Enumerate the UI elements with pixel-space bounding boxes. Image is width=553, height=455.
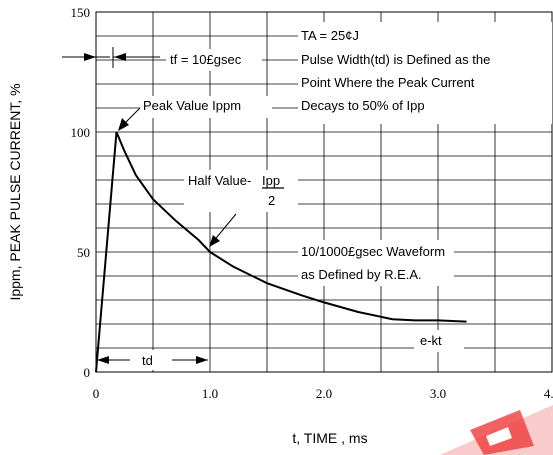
- x-tick-label: 4.0: [544, 386, 553, 401]
- y-tick-label: 150: [71, 5, 91, 20]
- plot-frame: [95, 11, 553, 373]
- ekt-label-background: [414, 330, 464, 352]
- half-value-ipp: Ipp: [262, 173, 280, 188]
- half-value-denominator: 2: [268, 193, 275, 208]
- td-marker: [97, 356, 208, 364]
- ekt-label: e-kt: [420, 333, 442, 348]
- x-tick-label: 2.0: [316, 386, 332, 401]
- y-tick-label: 0: [84, 365, 91, 380]
- half-arrow: [209, 213, 237, 247]
- waveform-label-background: [298, 240, 454, 286]
- half-value-label: Half Value-: [188, 173, 251, 188]
- y-axis-label: Ippm, PEAK PULSE CURRENT, %: [7, 83, 23, 300]
- tf-label-background: [166, 49, 262, 71]
- pulse-width-note-line-2: Point Where the Peak Current: [301, 75, 475, 90]
- y-tick-label: 100: [71, 125, 91, 140]
- ta-note: TA = 25¢J: [301, 28, 359, 43]
- y-tick-labels: 0 50 100 150: [71, 5, 91, 380]
- x-tick-label: 0: [93, 386, 100, 401]
- pulse-width-note-line-3: Decays to 50% of Ipp: [301, 98, 425, 113]
- watermark: [440, 405, 553, 455]
- x-tick-labels: 0 1.0 2.0 3.0 4.0: [93, 386, 553, 401]
- td-label-background: [132, 350, 170, 370]
- waveform-label-line-1: 10/1000£gsec Waveform: [301, 244, 445, 259]
- peak-label: Peak Value Ippm: [143, 98, 241, 113]
- tf-label: tf = 10£gsec: [170, 52, 242, 67]
- td-label: td: [142, 353, 153, 368]
- peak-label-background: [140, 96, 272, 118]
- tf-marker: [62, 47, 160, 68]
- series-line: [95, 131, 467, 373]
- pulse-width-note-line-1: Pulse Width(td) is Defined as the: [301, 52, 490, 67]
- x-tick-label: 1.0: [202, 386, 218, 401]
- y-tick-label: 50: [77, 245, 90, 260]
- notes-background: [298, 22, 552, 124]
- peak-arrow: [118, 107, 141, 131]
- half-label-background: [184, 170, 298, 212]
- x-tick-label: 3.0: [430, 386, 446, 401]
- x-axis-label: t, TIME , ms: [292, 430, 367, 446]
- waveform-label-line-2: as Defined by R.E.A.: [301, 267, 422, 282]
